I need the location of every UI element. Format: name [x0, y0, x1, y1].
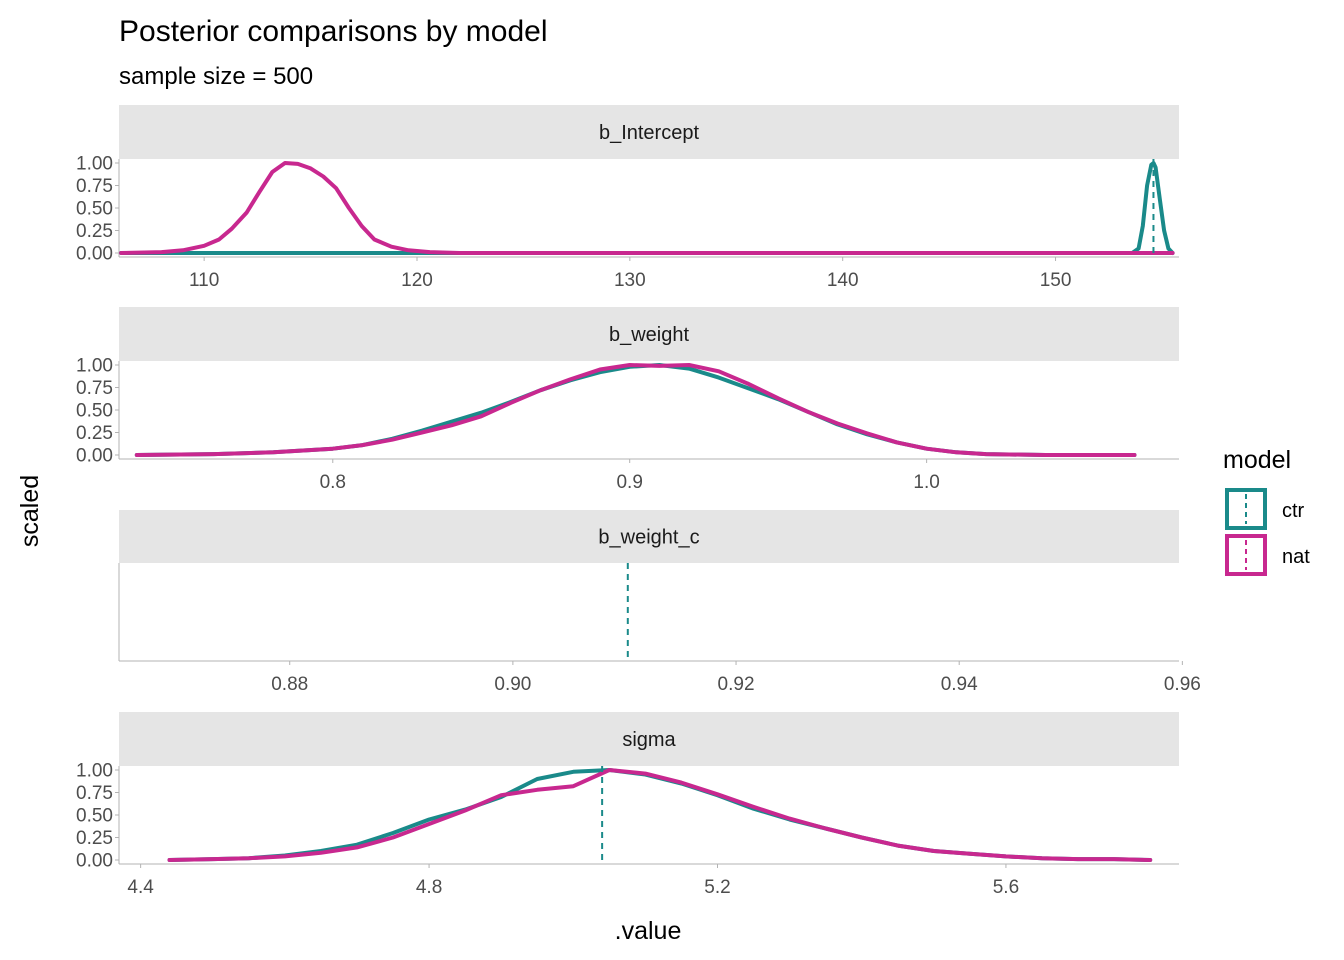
series-line-nat: [134, 363, 1137, 457]
x-tick-label: 4.4: [127, 877, 154, 898]
legend-label: ctr: [1282, 500, 1305, 522]
y-tick-label: 0.75: [76, 176, 113, 197]
strip-background: [119, 307, 1179, 361]
y-tick-label: 0.75: [76, 378, 113, 399]
x-tick-label: 110: [189, 270, 219, 291]
facet-panel-b-weight-c: b_weight_c 0.88 0.90 0.92 0.94 0.96: [118, 510, 1201, 695]
strip-label: b_weight: [609, 324, 690, 346]
y-tick-label: 1.00: [76, 356, 113, 377]
x-tick-label: 150: [1040, 270, 1072, 291]
legend-item-nat: nat: [1225, 534, 1310, 576]
x-tick-label: 0.8: [320, 472, 346, 493]
strip-label: b_weight_c: [598, 527, 699, 549]
legend-label: nat: [1282, 546, 1310, 568]
chart-subtitle: sample size = 500: [119, 63, 313, 90]
y-tick-label: 0.50: [76, 806, 113, 827]
y-tick-label: 0.00: [76, 851, 113, 872]
x-tick-label: 0.96: [1164, 674, 1201, 695]
y-tick-label: 0.75: [76, 783, 113, 804]
y-tick-label: 0.00: [76, 244, 113, 265]
x-tick-label: 0.92: [718, 674, 755, 695]
x-tick-label: 0.94: [941, 674, 978, 695]
facet-panel-b-weight: b_weight 0.000.250.500.751.00 0.8 0.9 1.0: [76, 307, 1179, 493]
y-axis-title: scaled: [16, 475, 44, 547]
x-tick-label: 130: [614, 270, 646, 291]
series-line-ctr: [119, 161, 1175, 255]
series-line-nat: [119, 161, 1175, 255]
y-tick-label: 1.00: [76, 761, 113, 782]
x-tick-label: 5.6: [993, 877, 1019, 898]
x-tick-label: 140: [827, 270, 859, 291]
strip-background: [119, 712, 1179, 766]
strip-background: [119, 510, 1179, 563]
x-tick-label: 5.2: [704, 877, 730, 898]
legend-title: model: [1223, 446, 1291, 474]
y-tick-label: 0.50: [76, 199, 113, 220]
strip-label: b_Intercept: [599, 122, 700, 144]
series-line-ctr: [167, 768, 1153, 862]
legend-items: ctr nat: [1225, 488, 1310, 576]
series-line-ctr: [134, 363, 1137, 457]
legend: model ctr nat: [1223, 446, 1310, 576]
y-tick-label: 1.00: [76, 154, 113, 175]
x-tick-label: 4.8: [416, 877, 442, 898]
strip-background: [119, 105, 1179, 159]
x-tick-label: 0.88: [271, 674, 308, 695]
x-axis-title: .value: [615, 917, 682, 945]
legend-item-ctr: ctr: [1225, 488, 1305, 530]
series-line-nat: [167, 768, 1153, 862]
x-tick-label: 0.9: [616, 472, 642, 493]
y-tick-label: 0.50: [76, 401, 113, 422]
x-tick-label: 0.90: [494, 674, 531, 695]
chart-title: Posterior comparisons by model: [119, 15, 548, 48]
y-tick-label: 0.25: [76, 221, 113, 242]
strip-label: sigma: [622, 729, 676, 751]
facet-panel-b-intercept: b_Intercept 0.000.250.500.751.00 110 120 130…: [76, 105, 1179, 291]
y-tick-label: 0.25: [76, 828, 113, 849]
facet-panel-sigma: sigma 0.000.250.500.751.00 4.4 4.8 5.2 5.6: [76, 712, 1179, 898]
x-tick-label: 1.0: [913, 472, 939, 493]
y-tick-label: 0.00: [76, 446, 113, 467]
y-tick-label: 0.25: [76, 423, 113, 444]
x-tick-label: 120: [401, 270, 433, 291]
